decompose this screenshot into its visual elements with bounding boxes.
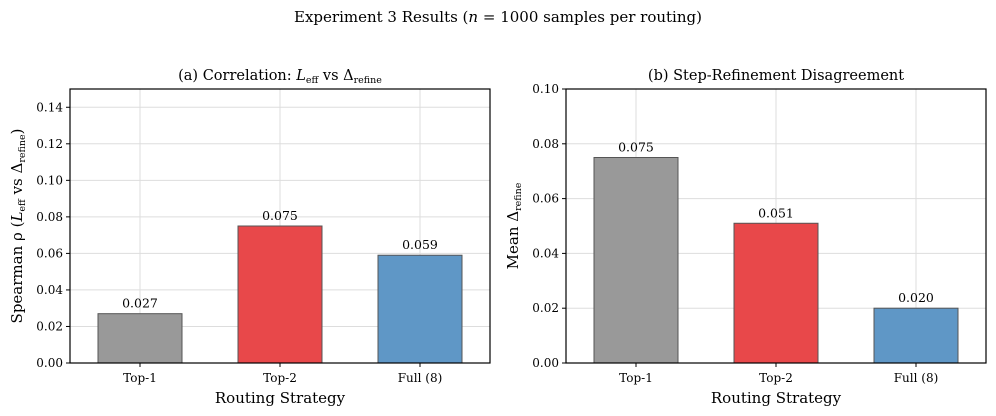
panel-a-xtick-label: Top-2	[263, 371, 297, 385]
panel-a-ytick-label: 0.02	[36, 319, 63, 333]
panel-a-xtick-label: Top-1	[123, 371, 157, 385]
panel-b-bar-value-label: 0.051	[758, 205, 794, 220]
panel-a-ytick-label: 0.00	[36, 356, 63, 370]
panel-b-ytick-label: 0.10	[532, 82, 559, 96]
panel-b-ytick-label: 0.08	[532, 137, 559, 151]
panel-a-ylabel: Spearman ρ (Leff vs Δrefine)	[8, 129, 28, 324]
panel-b-chart: 0.00 0.02 0.04 0.06 0.08 0.10 0.075 Top-1 0.051 T…	[504, 68, 987, 407]
panel-b-ytick-label: 0.04	[532, 246, 559, 260]
panel-a-bar-3	[377, 254, 463, 364]
panel-b-bar-value-label: 0.075	[618, 140, 654, 155]
panel-b-ylabel: Mean Δrefine	[504, 182, 524, 269]
panel-a-title: (a) Correlation: Leff vs Δrefine	[178, 68, 382, 86]
panel-a-bar-value-label: 0.027	[122, 296, 158, 311]
panel-b-xtick-label: Full (8)	[894, 371, 939, 385]
figure-suptitle: Experiment 3 Results (n = 1000 samples p…	[294, 8, 702, 26]
panel-b-bar-value-label: 0.020	[898, 290, 934, 305]
panel-a-bar-value-label: 0.059	[402, 237, 438, 252]
panel-a-ytick-label: 0.12	[36, 137, 63, 151]
panel-a-ytick-label: 0.14	[36, 100, 63, 114]
panel-a-bar-1	[97, 313, 183, 364]
panel-a-ytick-label: 0.06	[36, 246, 63, 260]
panel-a-ytick-label: 0.04	[36, 283, 63, 297]
panel-a-xlabel: Routing Strategy	[215, 389, 346, 407]
panel-b-bar-2	[733, 222, 819, 364]
panel-a-ytick-label: 0.08	[36, 210, 63, 224]
panel-b-ytick-label: 0.00	[532, 356, 559, 370]
panel-b-title: (b) Step-Refinement Disagreement	[648, 68, 904, 84]
panel-a-xtick-label: Full (8)	[398, 371, 443, 385]
panel-a-bar-2	[237, 225, 323, 364]
panel-a-bar-value-label: 0.075	[262, 208, 298, 223]
panel-a-ytick-label: 0.10	[36, 173, 63, 187]
panel-b-ytick-label: 0.02	[532, 301, 559, 315]
panel-b-xlabel: Routing Strategy	[711, 389, 842, 407]
panel-a-chart: 0.00 0.02 0.04 0.06 0.08 0.10 0.12 0.14 0.027 Top…	[8, 68, 491, 407]
panel-b-bar-1	[593, 157, 679, 364]
panel-b-xtick-label: Top-2	[759, 371, 793, 385]
panel-b-ytick-label: 0.06	[532, 192, 559, 206]
panel-b-bar-3	[873, 307, 959, 364]
panel-b-xtick-label: Top-1	[619, 371, 653, 385]
